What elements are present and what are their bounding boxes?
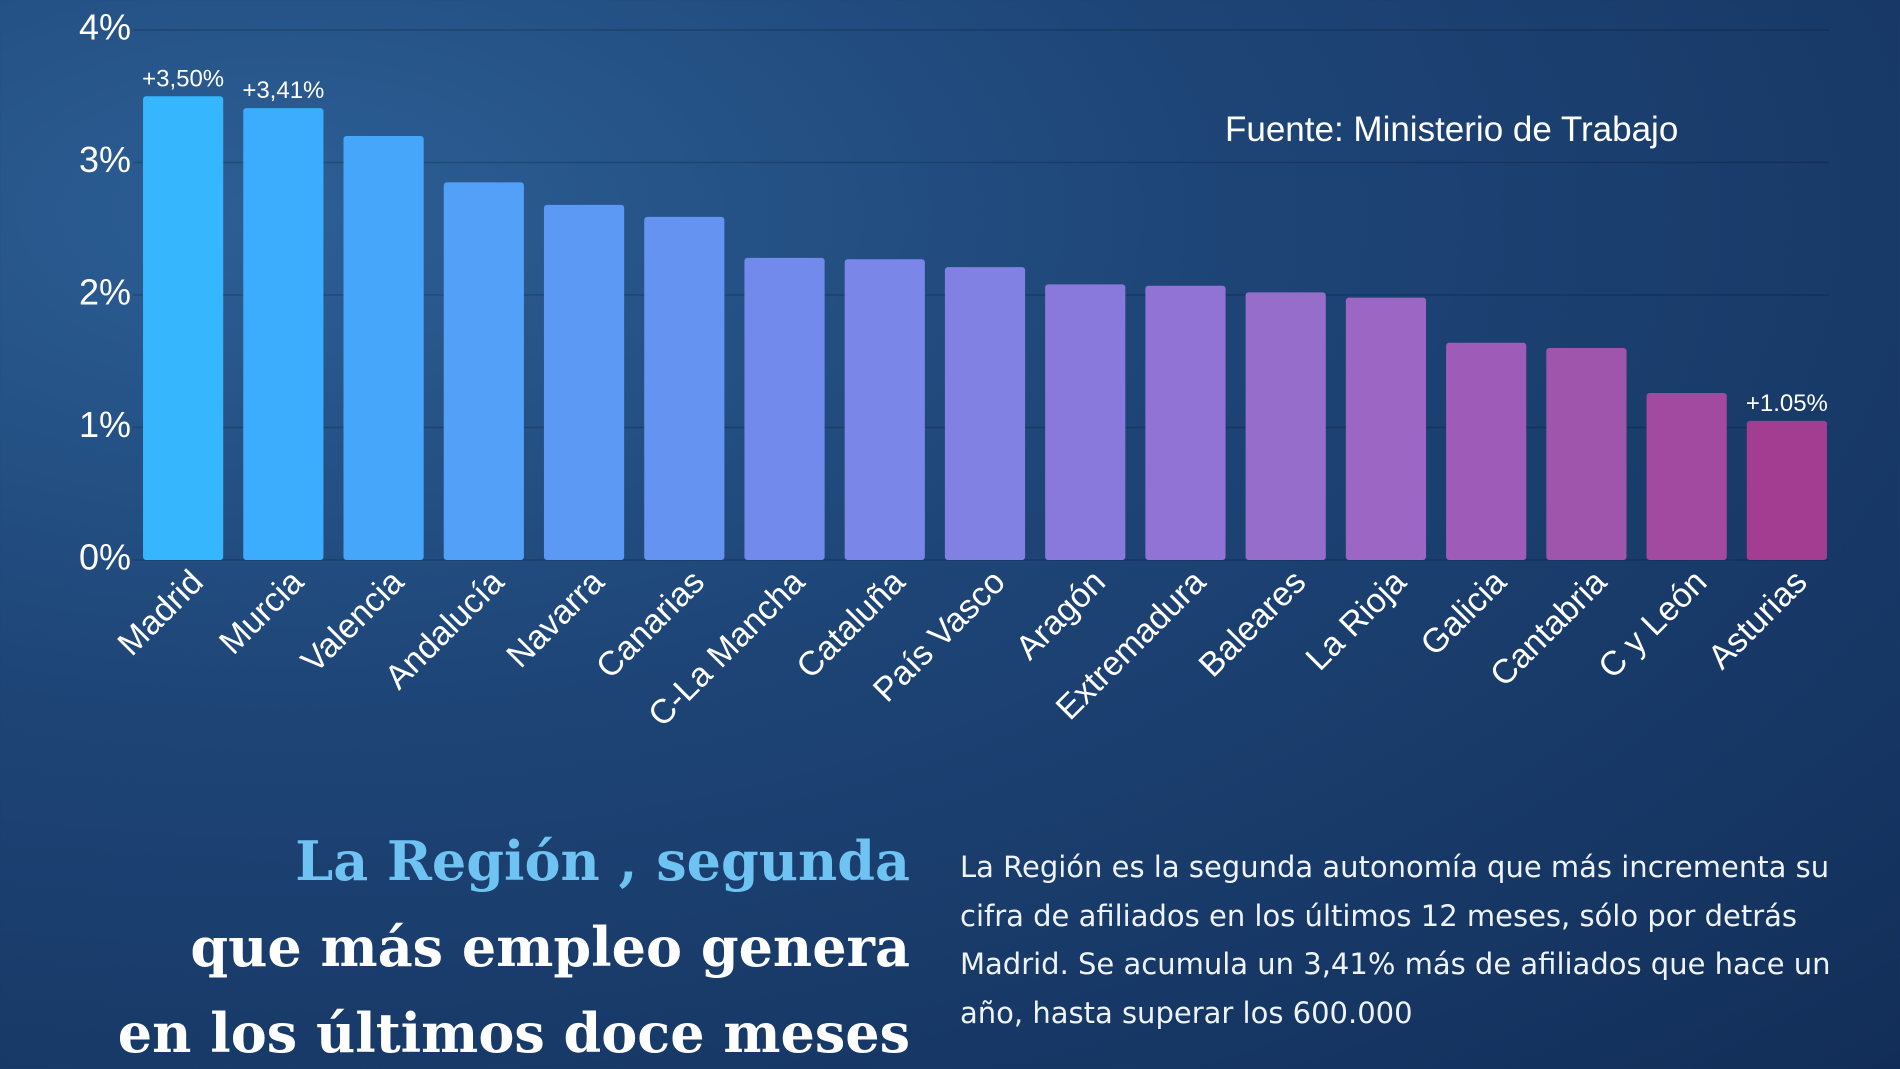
y-tick-label: 0% <box>79 537 131 578</box>
y-tick-label: 3% <box>79 139 131 180</box>
bar <box>243 108 324 561</box>
y-tick-label: 1% <box>79 404 131 445</box>
x-tick-label: Galicia <box>1413 563 1513 663</box>
bar <box>1646 393 1727 560</box>
bar <box>343 136 424 560</box>
value-label: +1.05% <box>1746 390 1828 417</box>
bar <box>143 96 224 560</box>
value-label: +3,41% <box>242 77 324 104</box>
x-tick-label: Asturias <box>1701 563 1815 677</box>
x-tick-label: C y León <box>1591 563 1714 686</box>
x-tick-label: Madrid <box>110 563 210 663</box>
value-label: +3,50% <box>142 65 224 92</box>
bar <box>1446 342 1527 560</box>
bar <box>744 257 825 560</box>
headline-line: que más empleo genera <box>190 915 910 979</box>
headline-line: en los últimos doce meses <box>117 1001 910 1065</box>
bar <box>543 204 625 560</box>
y-tick-label: 4% <box>79 7 131 48</box>
bar <box>1145 285 1226 560</box>
headline-line: La Región , segunda <box>295 829 910 893</box>
y-tick-label: 2% <box>79 272 131 313</box>
bar <box>844 259 925 560</box>
x-tick-label: Baleares <box>1192 563 1314 685</box>
bar <box>644 216 725 560</box>
bar <box>1345 297 1427 560</box>
headline: La Región , segunda que más empleo genera… <box>118 818 910 1069</box>
bar <box>443 182 524 560</box>
x-tick-label: Murcia <box>212 563 311 662</box>
bar <box>1746 420 1827 560</box>
source: Fuente: Ministerio de Trabajo <box>1225 110 1678 149</box>
bar <box>1245 292 1326 560</box>
description: La Región es la segunda autonomía que má… <box>960 850 1831 1030</box>
bar <box>1546 348 1627 560</box>
bar <box>1045 284 1126 560</box>
bar <box>944 267 1026 560</box>
x-tick-label: La Rioja <box>1299 563 1414 678</box>
